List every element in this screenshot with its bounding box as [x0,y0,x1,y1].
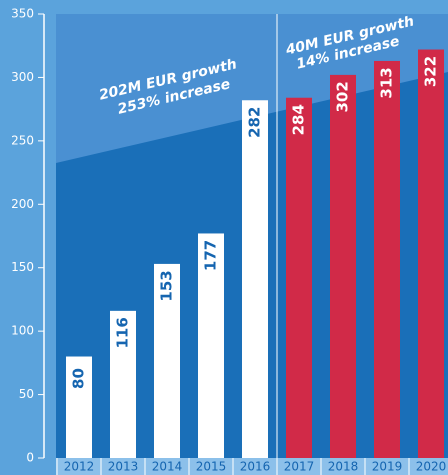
value-label: 313 [378,67,396,98]
value-label: 116 [114,317,132,348]
value-label: 153 [158,270,176,301]
x-tick-label: 2016 [240,460,271,474]
bar [286,97,312,459]
x-axis-band [56,458,448,475]
x-tick-label: 2012 [64,460,95,474]
plot-highlight [56,14,448,163]
bar [198,233,224,458]
value-label: 302 [334,81,352,112]
bar [330,74,356,459]
bar [110,310,136,458]
y-tick-label: 200 [11,197,34,211]
bar [418,49,444,459]
y-tick-label: 0 [26,451,34,465]
x-tick-label: 2013 [108,460,139,474]
x-tick-label: 2020 [416,460,447,474]
y-tick-label: 100 [11,324,34,338]
value-label: 284 [290,104,308,135]
value-label: 322 [422,56,440,87]
x-tick-label: 2018 [328,460,359,474]
bar [154,263,180,458]
y-tick-label: 350 [11,7,34,21]
x-tick-label: 2017 [284,460,315,474]
x-tick-label: 2019 [372,460,403,474]
y-tick-label: 300 [11,70,34,84]
x-tick-label: 2015 [196,460,227,474]
y-tick-label: 50 [19,387,34,401]
x-tick-label: 2014 [152,460,183,474]
bar [242,100,268,459]
value-label: 80 [70,368,88,389]
value-label: 282 [246,107,264,138]
y-tick-label: 150 [11,260,34,274]
y-tick-label: 250 [11,133,34,147]
bar [66,356,92,458]
value-label: 177 [202,240,220,271]
bar [374,60,400,459]
